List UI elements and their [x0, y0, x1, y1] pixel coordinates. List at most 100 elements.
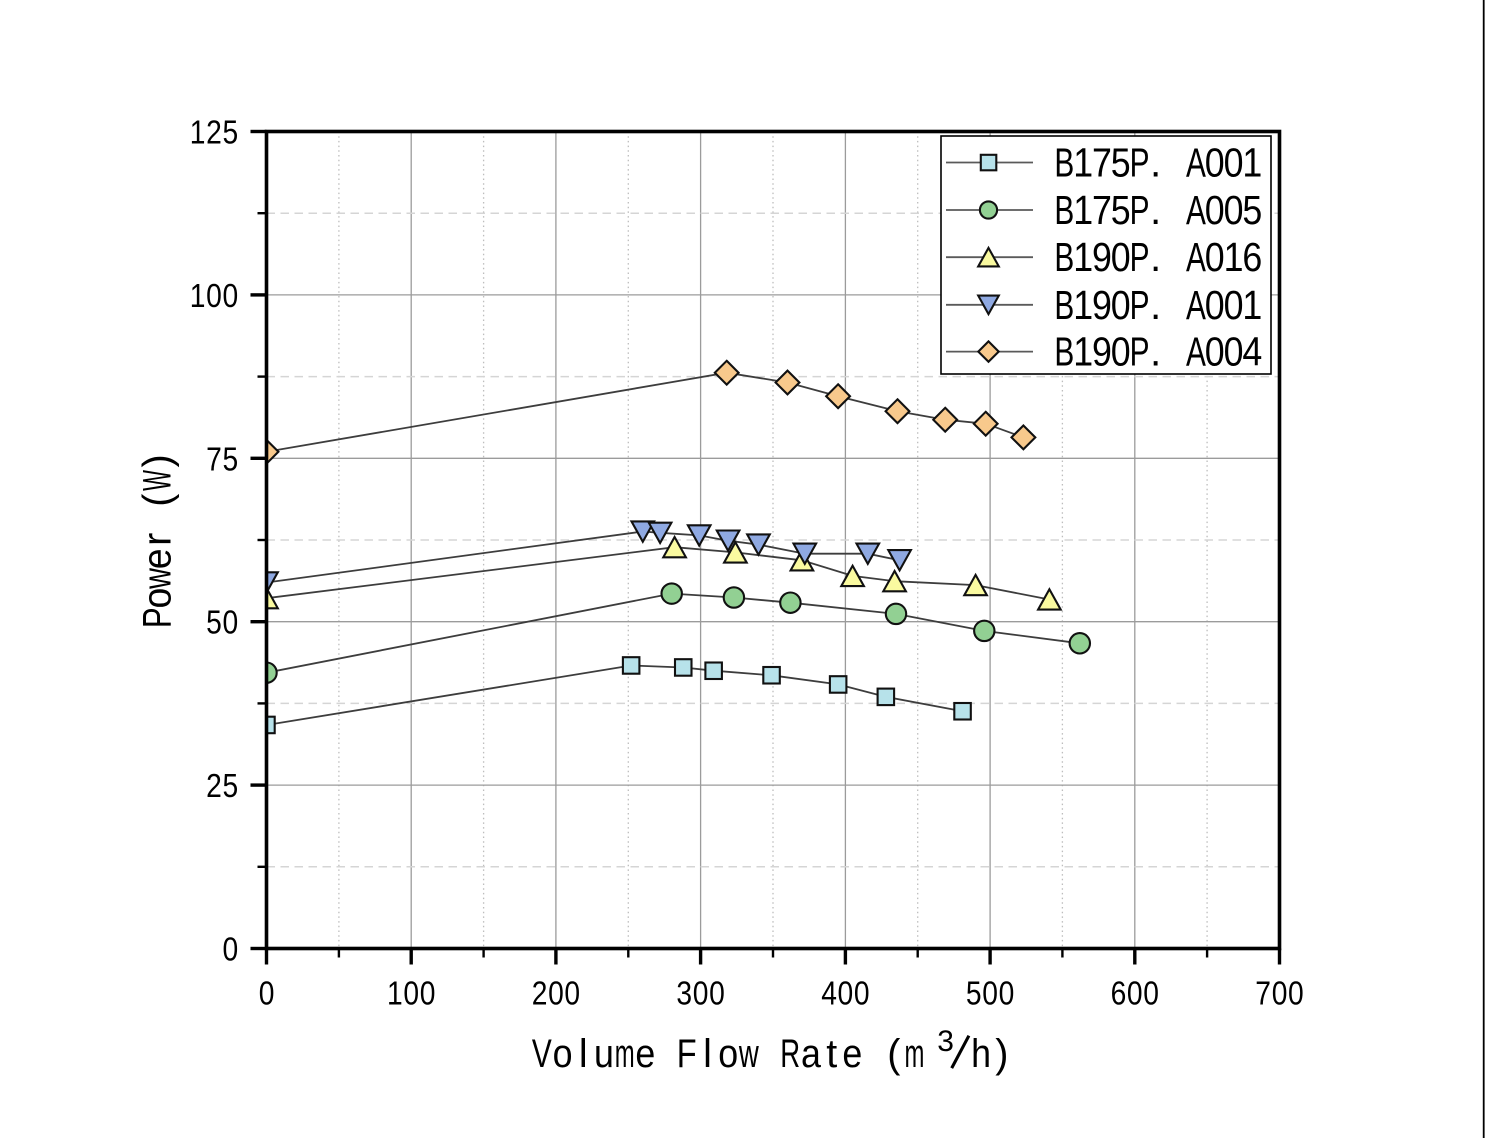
svg-text:0: 0	[709, 976, 725, 1013]
svg-text:A: A	[1186, 187, 1206, 233]
svg-text:R: R	[780, 1032, 800, 1076]
svg-text:P: P	[1130, 140, 1150, 186]
svg-text:): )	[136, 454, 180, 467]
svg-text:0: 0	[223, 278, 239, 315]
svg-text:6: 6	[1111, 976, 1127, 1013]
svg-text:5: 5	[223, 441, 239, 478]
svg-text:1: 1	[1073, 187, 1093, 233]
svg-text:0: 0	[999, 976, 1015, 1013]
svg-text:7: 7	[206, 441, 222, 478]
svg-text:1: 1	[1242, 140, 1262, 186]
svg-text:0: 0	[1127, 976, 1143, 1013]
svg-text:o: o	[553, 1032, 573, 1076]
svg-text:1: 1	[190, 278, 206, 315]
svg-text:.: .	[1150, 234, 1161, 280]
svg-text:B: B	[1054, 329, 1074, 375]
svg-text:t: t	[826, 1032, 837, 1076]
svg-text:5: 5	[1242, 187, 1262, 233]
svg-text:7: 7	[1255, 976, 1271, 1013]
svg-text:0: 0	[693, 976, 709, 1013]
svg-text:.: .	[1150, 329, 1161, 375]
svg-text:0: 0	[1143, 976, 1159, 1013]
svg-text:.: .	[1150, 140, 1161, 186]
svg-text:9: 9	[1092, 234, 1112, 280]
svg-text:0: 0	[1205, 140, 1225, 186]
svg-text:.: .	[1150, 282, 1161, 328]
svg-text:0: 0	[420, 976, 436, 1013]
svg-text:V: V	[532, 1032, 552, 1076]
svg-text:B: B	[1054, 282, 1074, 328]
svg-text:4: 4	[821, 976, 837, 1013]
svg-text:o: o	[136, 588, 180, 609]
svg-text:0: 0	[854, 976, 870, 1013]
svg-text:9: 9	[1092, 282, 1112, 328]
svg-text:w: w	[738, 1032, 759, 1076]
svg-text:o: o	[718, 1032, 738, 1076]
svg-text:(: (	[136, 494, 180, 507]
svg-text:2: 2	[206, 768, 222, 805]
svg-text:1: 1	[1073, 329, 1093, 375]
svg-text:0: 0	[206, 278, 222, 315]
svg-text:e: e	[635, 1032, 655, 1076]
svg-text:A: A	[1186, 329, 1206, 375]
svg-text:7: 7	[1092, 187, 1112, 233]
svg-text:0: 0	[982, 976, 998, 1013]
svg-text:0: 0	[838, 976, 854, 1013]
svg-text:w: w	[136, 568, 180, 590]
svg-text:P: P	[1130, 234, 1150, 280]
svg-text:0: 0	[1272, 976, 1288, 1013]
svg-text:0: 0	[1205, 234, 1225, 280]
svg-text:a: a	[801, 1032, 821, 1076]
svg-text:(: (	[887, 1032, 900, 1076]
svg-text:): )	[995, 1032, 1008, 1076]
svg-text:l: l	[579, 1032, 588, 1076]
svg-text:7: 7	[1092, 140, 1112, 186]
svg-text:1: 1	[1242, 282, 1262, 328]
svg-text:6: 6	[1242, 234, 1262, 280]
svg-text:1: 1	[387, 976, 403, 1013]
svg-text:1: 1	[190, 115, 206, 152]
svg-text:2: 2	[532, 976, 548, 1013]
svg-text:0: 0	[259, 976, 275, 1013]
svg-text:.: .	[1150, 187, 1161, 233]
svg-text:3: 3	[676, 976, 692, 1013]
svg-text:m: m	[905, 1032, 925, 1076]
svg-text:3: 3	[937, 1025, 954, 1058]
svg-text:5: 5	[223, 768, 239, 805]
svg-text:P: P	[1130, 282, 1150, 328]
svg-text:P: P	[1130, 329, 1150, 375]
svg-text:5: 5	[206, 605, 222, 642]
svg-text:0: 0	[1205, 329, 1225, 375]
svg-text:l: l	[703, 1032, 712, 1076]
svg-text:P: P	[1130, 187, 1150, 233]
svg-text:h: h	[971, 1032, 991, 1076]
svg-text:0: 0	[548, 976, 564, 1013]
svg-text:F: F	[677, 1032, 697, 1076]
svg-text:0: 0	[1224, 187, 1244, 233]
svg-text:0: 0	[1205, 282, 1225, 328]
svg-text:5: 5	[966, 976, 982, 1013]
svg-text:A: A	[1186, 140, 1206, 186]
svg-text:A: A	[1186, 234, 1206, 280]
svg-text:B: B	[1054, 140, 1074, 186]
svg-text:1: 1	[1224, 234, 1244, 280]
svg-text:m: m	[615, 1032, 635, 1076]
svg-text:A: A	[1186, 282, 1206, 328]
svg-text:0: 0	[1288, 976, 1304, 1013]
svg-text:0: 0	[1224, 282, 1244, 328]
svg-text:0: 0	[223, 932, 239, 969]
svg-text:0: 0	[1111, 234, 1131, 280]
svg-text:W: W	[136, 470, 180, 491]
svg-text:0: 0	[1111, 329, 1131, 375]
svg-text:4: 4	[1242, 329, 1262, 375]
svg-text:1: 1	[1073, 234, 1093, 280]
svg-text:5: 5	[1111, 187, 1131, 233]
svg-text:0: 0	[223, 605, 239, 642]
svg-text:5: 5	[223, 115, 239, 152]
svg-text:r: r	[136, 533, 180, 546]
svg-text:1: 1	[1073, 140, 1093, 186]
svg-text:0: 0	[564, 976, 580, 1013]
svg-text:0: 0	[1205, 187, 1225, 233]
svg-text:u: u	[594, 1032, 614, 1076]
svg-text:1: 1	[1073, 282, 1093, 328]
